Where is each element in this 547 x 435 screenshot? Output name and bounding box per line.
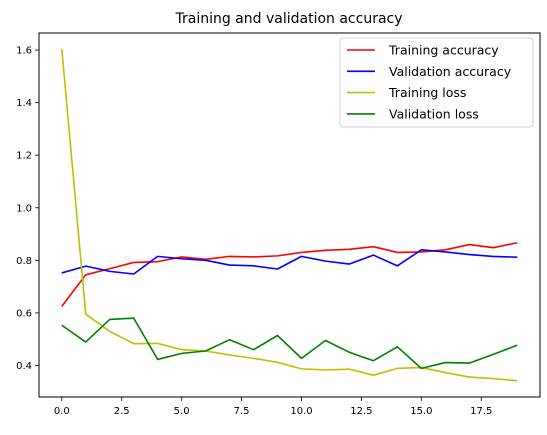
x-tick-label: 15.0 bbox=[410, 406, 432, 417]
y-tick-label: 1.0 bbox=[16, 203, 32, 214]
y-axis-ticks: 0.4 0.6 0.8 1.0 1.2 1.4 1.6 bbox=[16, 46, 39, 372]
series-line-0 bbox=[61, 241, 518, 307]
y-tick-label: 1.6 bbox=[16, 46, 32, 57]
x-tick-label: 2.5 bbox=[114, 406, 130, 417]
plot-lines bbox=[60, 48, 518, 382]
series-line-1 bbox=[61, 249, 518, 275]
legend-label-2: Training loss bbox=[388, 85, 466, 100]
x-axis-ticks: 0.0 2.5 5.0 7.5 10.0 12.5 15.0 17.5 bbox=[54, 397, 492, 417]
chart-title: Training and validation accuracy bbox=[174, 11, 402, 27]
x-tick-label: 10.0 bbox=[290, 406, 312, 417]
x-tick-label: 5.0 bbox=[174, 406, 190, 417]
legend-label-0: Training accuracy bbox=[388, 43, 499, 58]
x-tick-label: 17.5 bbox=[470, 406, 492, 417]
y-tick-label: 1.4 bbox=[16, 98, 32, 109]
series-line-3 bbox=[61, 317, 518, 370]
plot-frame bbox=[38, 32, 541, 398]
y-tick-label: 0.8 bbox=[16, 256, 32, 267]
legend-box bbox=[339, 37, 534, 128]
y-tick-label: 1.2 bbox=[16, 151, 32, 162]
y-tick-label: 0.4 bbox=[16, 361, 32, 372]
legend-label-1: Validation accuracy bbox=[389, 64, 512, 79]
x-tick-label: 12.5 bbox=[350, 406, 372, 417]
legend: Training accuracy Validation accuracy Trai… bbox=[339, 37, 534, 128]
x-tick-label: 0.0 bbox=[54, 406, 70, 417]
legend-label-3: Validation loss bbox=[389, 106, 479, 121]
x-tick-label: 7.5 bbox=[234, 406, 250, 417]
series-line-2 bbox=[60, 48, 518, 382]
y-tick-label: 0.6 bbox=[16, 308, 32, 319]
